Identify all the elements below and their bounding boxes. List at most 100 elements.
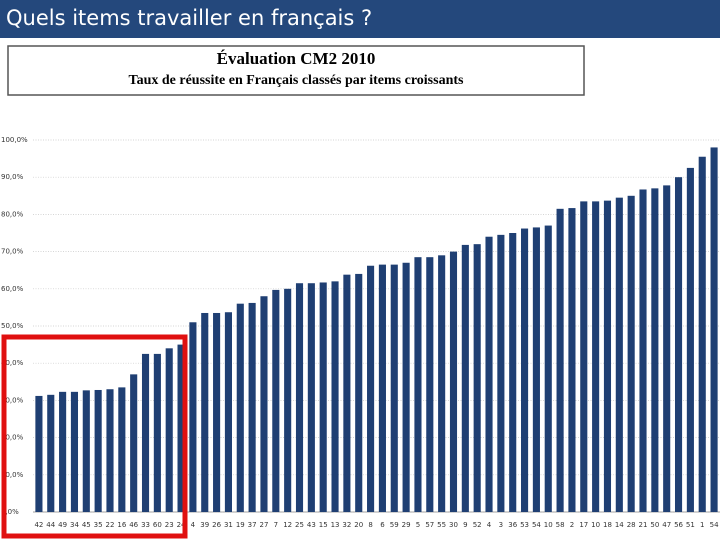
bar — [426, 257, 434, 512]
x-tick-label: 54 — [532, 521, 541, 529]
bar — [710, 147, 718, 512]
bar — [367, 265, 375, 512]
x-tick-label: 36 — [508, 521, 517, 529]
bar — [59, 391, 67, 512]
x-tick-label: 13 — [331, 521, 340, 529]
bar — [189, 322, 197, 512]
bar — [390, 264, 398, 512]
x-tick-label: 30 — [449, 521, 458, 529]
x-tick-label: 4 — [487, 521, 492, 529]
y-tick-label: 70,0% — [1, 248, 24, 256]
bar — [319, 282, 327, 512]
x-tick-label: 25 — [295, 521, 304, 529]
bar — [497, 234, 505, 513]
x-tick-label: 8 — [368, 521, 372, 529]
bar — [70, 391, 79, 512]
x-tick-label: 46 — [129, 521, 138, 529]
y-tick-label: 20,0% — [1, 434, 24, 442]
x-tick-label: 31 — [224, 521, 233, 529]
x-tick-label: 2 — [570, 521, 574, 529]
bar — [35, 395, 43, 512]
bar — [165, 348, 173, 512]
y-tick-label: 30,0% — [1, 396, 24, 404]
x-tick-label: 9 — [463, 521, 467, 529]
bar — [627, 195, 635, 513]
heading: Quels items travailler en français ? — [6, 6, 372, 30]
x-tick-label: 10 — [591, 521, 600, 529]
x-tick-label: 33 — [141, 521, 150, 529]
bar — [295, 283, 304, 512]
bar — [201, 312, 209, 512]
bar — [248, 302, 256, 512]
bar — [307, 283, 315, 512]
x-tick-label: 58 — [556, 521, 565, 529]
x-tick-label: 19 — [236, 521, 245, 529]
x-tick-label: 23 — [165, 521, 174, 529]
bar — [355, 273, 363, 512]
bar — [449, 251, 458, 512]
bar — [47, 394, 55, 512]
bar — [331, 281, 339, 512]
bar — [378, 264, 386, 512]
x-tick-label: 53 — [520, 521, 529, 529]
x-tick-label: 49 — [58, 521, 67, 529]
bar — [177, 344, 185, 512]
bar — [236, 303, 244, 512]
highlight-box — [1, 334, 188, 539]
bar — [272, 289, 280, 512]
bar — [651, 188, 659, 513]
x-tick-label: 59 — [390, 521, 399, 529]
bar — [698, 156, 706, 513]
x-tick-label: 16 — [117, 521, 126, 529]
bar — [141, 353, 150, 512]
x-tick-label: 56 — [674, 521, 683, 529]
x-tick-label: 22 — [106, 521, 115, 529]
bar — [260, 296, 268, 512]
x-tick-label: 1 — [700, 521, 704, 529]
y-tick-label: 50,0% — [1, 322, 24, 330]
y-tick-label: 100,0% — [1, 136, 28, 144]
chart-title: Évaluation CM2 2010 — [217, 49, 376, 68]
x-tick-label: 24 — [177, 521, 186, 529]
bar — [580, 201, 588, 512]
x-tick-label: 43 — [307, 521, 316, 529]
bar — [674, 177, 683, 512]
x-tick-label: 29 — [402, 521, 411, 529]
x-tick-label: 54 — [710, 521, 719, 529]
x-tick-label: 39 — [200, 521, 209, 529]
x-tick-label: 26 — [212, 521, 221, 529]
title-box — [7, 45, 585, 96]
bar — [639, 189, 647, 512]
x-tick-label: 32 — [342, 521, 351, 529]
bar — [509, 233, 517, 512]
x-tick-label: 47 — [662, 521, 671, 529]
bar — [118, 387, 126, 512]
y-tick-label: 60,0% — [1, 285, 24, 293]
x-tick-label: 44 — [46, 521, 55, 529]
bar — [94, 389, 102, 512]
bar — [686, 167, 694, 512]
x-tick-label: 34 — [70, 521, 79, 529]
x-tick-label: 3 — [499, 521, 503, 529]
x-tick-label: 57 — [425, 521, 434, 529]
x-tick-label: 14 — [615, 521, 624, 529]
y-tick-label: 10,0% — [1, 471, 24, 479]
bar — [343, 274, 351, 512]
bar — [663, 185, 671, 512]
y-tick-label: 40,0% — [1, 359, 24, 367]
x-tick-label: 35 — [94, 521, 103, 529]
bar — [153, 353, 161, 512]
bar — [224, 312, 232, 512]
y-tick-label: 0,0% — [1, 508, 19, 516]
bar — [82, 390, 90, 512]
bar — [592, 201, 600, 512]
x-tick-label: 45 — [82, 521, 91, 529]
x-tick-label: 37 — [248, 521, 257, 529]
x-tick-label: 60 — [153, 521, 162, 529]
bar — [544, 225, 552, 512]
plot: 0,0% 10,0% 20,0% 30,0% 40,0% 50,0% 60,0% 70,0% 8… — [1, 136, 720, 529]
x-tick-label: 27 — [260, 521, 269, 529]
x-tick-label: 55 — [437, 521, 446, 529]
